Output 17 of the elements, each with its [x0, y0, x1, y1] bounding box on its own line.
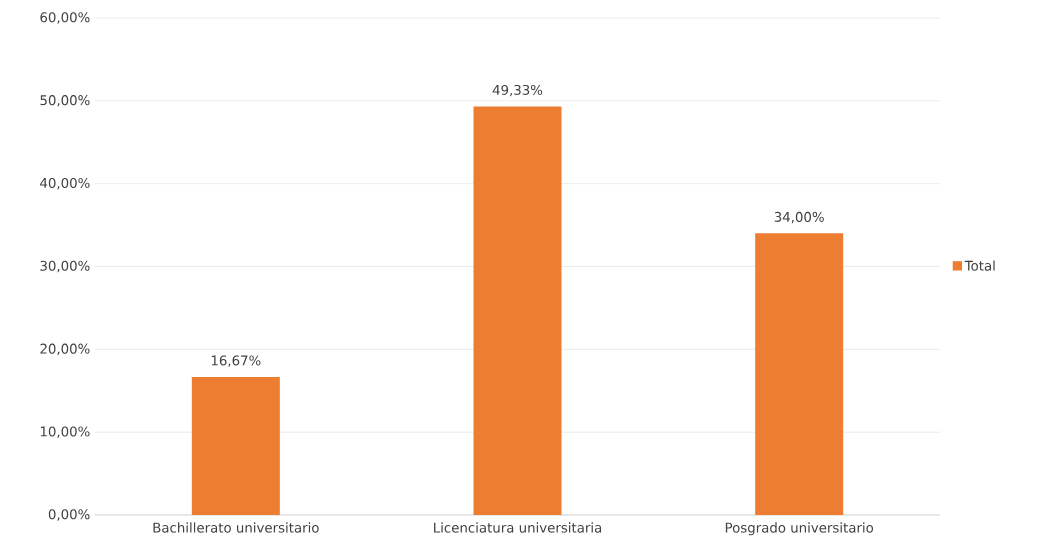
- y-tick-label: 0,00%: [48, 509, 90, 521]
- y-tick-label: 10,00%: [40, 426, 90, 438]
- x-tick-label: Bachillerato universitario: [153, 522, 319, 533]
- data-label: 16,67%: [211, 355, 261, 367]
- bar: [191, 376, 280, 515]
- legend-label: Total: [964, 260, 995, 271]
- y-tick-label: 30,00%: [40, 260, 90, 273]
- x-tick-label: Licenciatura universitaria: [434, 522, 602, 533]
- x-tick-label: Posgrado universitario: [725, 522, 874, 536]
- y-tick-label: 40,00%: [40, 177, 90, 190]
- data-label: 49,33%: [492, 84, 543, 97]
- y-tick-label: 50,00%: [40, 95, 90, 107]
- data-label: 34,00%: [774, 211, 824, 224]
- y-tick-label: 60,00%: [40, 12, 90, 24]
- bar: [755, 233, 844, 515]
- y-tick-label: 20,00%: [40, 343, 90, 356]
- bar: [473, 106, 562, 515]
